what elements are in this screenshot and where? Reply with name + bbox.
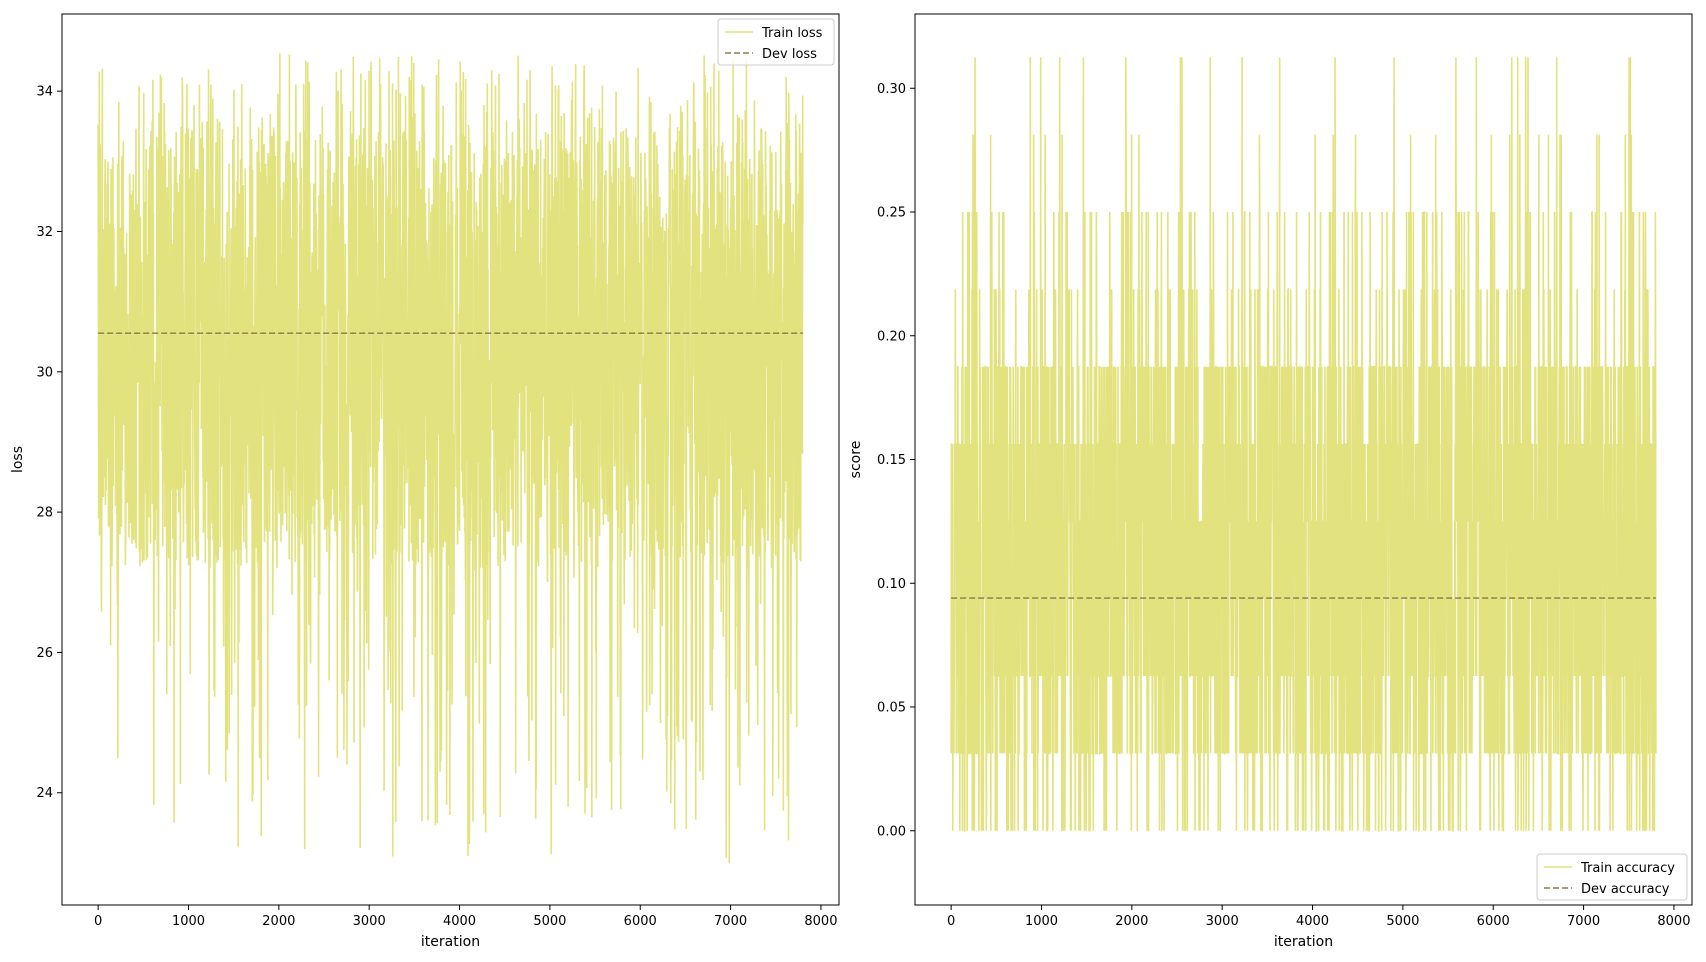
legend-entry-label: Train accuracy [1580,861,1675,876]
x-tick-label: 4000 [443,914,476,929]
x-tick-label: 1000 [172,914,205,929]
x-tick-label: 6000 [1477,914,1510,929]
x-tick-label: 0 [94,914,102,929]
y-tick-label: 34 [36,85,53,100]
y-tick-label: 32 [36,225,53,240]
x-tick-label: 1000 [1025,914,1058,929]
loss-plot-frame [61,13,840,906]
y-tick-label: 0.05 [877,701,906,716]
loss-plot-data [97,53,804,863]
legend-entry-label: Dev accuracy [1581,882,1670,897]
y-tick-label: 0.30 [877,82,906,97]
loss-plot-legend: Train loss Dev loss [717,18,835,66]
x-tick-label: 2000 [1115,914,1148,929]
x-tick-label: 3000 [1206,914,1239,929]
x-tick-label: 0 [947,914,955,929]
accuracy-plot-x-axis-label: iteration [1274,934,1333,950]
accuracy-plot-data [950,57,1657,832]
y-tick-label: 30 [36,365,53,380]
accuracy-plot: 0 1000 2000 3000 4000 5000 6000 7000 8000 0.000.… [848,13,1693,950]
x-tick-label: 4000 [1296,914,1329,929]
accuracy-plot-x-ticks: 0 1000 2000 3000 4000 5000 6000 7000 8000 [947,905,1690,929]
loss-plot-x-axis-label: iteration [421,934,480,950]
loss-plot-x-ticks: 0 1000 2000 3000 4000 5000 6000 7000 8000 [94,905,837,929]
x-tick-label: 5000 [1386,914,1419,929]
train-accuracy-line [950,57,1657,832]
x-tick-label: 3000 [353,914,386,929]
y-tick-label: 28 [36,506,53,521]
y-tick-label: 24 [36,786,53,801]
x-tick-label: 8000 [1657,914,1690,929]
legend-entry-label: Train loss [761,26,823,41]
accuracy-plot-legend: Train accuracy Dev accuracy [1536,853,1688,901]
x-tick-label: 2000 [262,914,295,929]
y-tick-label: 0.15 [877,453,906,468]
accuracy-plot-y-axis-label: score [848,441,864,479]
x-tick-label: 6000 [624,914,657,929]
y-tick-label: 0.00 [877,824,906,839]
loss-plot-y-ticks: 24 26 28 30 32 34 [36,85,62,801]
y-tick-label: 26 [36,646,53,661]
accuracy-plot-y-ticks: 0.00 0.05 0.10 0.15 0.20 0.25 0.30 [877,82,915,839]
x-tick-label: 8000 [804,914,837,929]
loss-plot-y-axis-label: loss [10,446,26,473]
y-tick-label: 0.10 [877,577,906,592]
x-tick-label: 5000 [533,914,566,929]
x-tick-label: 7000 [1567,914,1600,929]
x-tick-label: 7000 [714,914,747,929]
y-tick-label: 0.20 [877,329,906,344]
legend-box [1536,853,1688,901]
y-tick-label: 0.25 [877,206,906,221]
legend-entry-label: Dev loss [762,47,817,62]
loss-plot: 0 1000 2000 3000 4000 5000 6000 7000 8000 24 26 28… [10,13,840,950]
